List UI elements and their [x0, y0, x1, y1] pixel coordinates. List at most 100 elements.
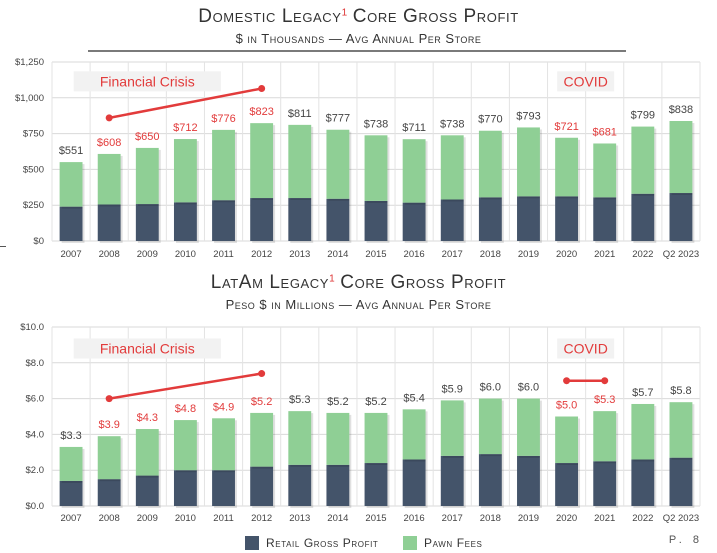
chart2-bar-pawn-2018 [478, 398, 502, 455]
chart1-bar-pawn-2020 [555, 137, 579, 197]
chart2-annotation-dot-end [258, 370, 266, 378]
chart2-category-label: 2015 [365, 513, 386, 524]
chart1-category-label: 2013 [289, 249, 310, 260]
chart2-category-label: 2010 [175, 513, 196, 524]
chart2-y-tick-label: $0.0 [26, 501, 45, 512]
chart2-bar-pawn-2010 [173, 420, 197, 471]
chart1-category-label: 2021 [594, 249, 615, 260]
margin-dash [0, 246, 6, 247]
chart2-bar-pawn-2020 [555, 416, 579, 464]
chart2-total-label: $3.9 [98, 419, 119, 431]
chart1-total-label: $551 [59, 145, 83, 157]
chart1-bar-pawn-2019 [517, 127, 540, 197]
chart2-bar-pawn-2007 [59, 446, 83, 481]
chart2-bar-retail-2010 [173, 470, 197, 506]
chart1-bar-pawn-2021 [593, 143, 617, 198]
chart1-bar-pawn-2014 [326, 129, 350, 199]
chart1-bar-pawn-2012 [250, 123, 274, 199]
chart1-category-label: 2008 [99, 249, 120, 260]
legend-label-retail: Retail Gross Profit [266, 536, 379, 550]
chart1-bar-retail-2016 [402, 202, 426, 241]
chart2-y-tick-label: $6.0 [26, 394, 45, 405]
chart1-y-tick-label: $0 [33, 236, 44, 247]
chart2-total-label: $5.3 [289, 394, 310, 406]
chart1-total-label: $811 [288, 108, 312, 120]
chart1-title-main: Domestic Legacy [198, 6, 342, 27]
chart1-bar-pawn-2009 [135, 147, 159, 205]
chart1-total-label: $738 [364, 118, 388, 130]
chart1-total-label: $608 [97, 137, 121, 149]
chart2-bar-retail-2018 [478, 454, 502, 506]
chart2-bar-pawn-2019 [517, 398, 540, 456]
chart2-bar-retail-2016 [402, 459, 426, 506]
chart2-total-label: $5.0 [556, 400, 577, 412]
legend-swatch-pawn [403, 536, 417, 550]
chart1-annotation-box [557, 71, 615, 92]
chart1-bar-retail-2008 [97, 204, 121, 241]
chart2-total-label: $5.4 [403, 392, 424, 404]
chart2-bar-retail-2021 [593, 461, 617, 506]
chart1-title-rest: Core Gross Profit [352, 6, 519, 27]
chart1-bar-pawn-2010 [173, 139, 197, 203]
chart2-total-label: $5.3 [594, 394, 615, 406]
chart1-annotation-dot-start [105, 114, 113, 122]
chart2-bar-retail-2014 [326, 464, 350, 506]
legend-item-pawn: Pawn Fees [403, 536, 482, 550]
chart2-bar-retail-q2-2023 [669, 457, 693, 506]
chart2-total-label: $4.8 [175, 403, 196, 415]
chart1-annotation-text: Financial Crisis [100, 73, 195, 89]
chart2-bar-pawn-2016 [402, 409, 426, 460]
chart1-total-label: $711 [402, 122, 426, 134]
chart2-total-label: $5.2 [365, 396, 386, 408]
chart1-category-label: 2014 [327, 249, 348, 260]
chart1-subtitle: $ in Thousands — Avg Annual Per Store [235, 31, 482, 46]
chart1-bar-retail-2009 [135, 204, 159, 241]
chart2-bar-retail-2008 [97, 479, 121, 506]
chart2-category-label: 2012 [251, 513, 272, 524]
chart1-category-label: Q2 2023 [663, 249, 699, 260]
chart1-bar-retail-2015 [364, 200, 388, 241]
chart2-category-label: 2014 [327, 513, 348, 524]
chart1-total-label: $823 [249, 106, 273, 118]
chart2-category-label: 2020 [556, 513, 577, 524]
chart2-total-label: $6.0 [518, 382, 539, 394]
chart2-title: LatAm Legacy1 Core Gross Profit [0, 272, 717, 294]
chart2-total-label: $5.2 [327, 396, 348, 408]
chart2-category-label: 2018 [480, 513, 501, 524]
chart2-bar-retail-2012 [250, 466, 274, 506]
chart1-category-label: 2015 [365, 249, 386, 260]
page-number: P. 8 [668, 534, 703, 546]
chart2-category-label: 2016 [404, 513, 425, 524]
chart2-total-label: $5.9 [442, 383, 463, 395]
chart1-bar-pawn-2018 [478, 130, 502, 198]
chart1-y-tick-label: $750 [23, 129, 44, 140]
chart1-total-label: $681 [592, 126, 616, 138]
chart2-total-label: $6.0 [480, 382, 501, 394]
legend-label-pawn: Pawn Fees [424, 536, 483, 550]
chart1-category-label: 2019 [518, 249, 539, 260]
chart2-bar-pawn-2013 [288, 411, 312, 465]
chart2-category-label: 2008 [99, 513, 120, 524]
chart1-bar-retail-2014 [326, 198, 350, 241]
chart2-bar-pawn-2021 [593, 411, 617, 462]
chart1-bar-pawn-2008 [97, 153, 121, 205]
chart2-annotation-box [557, 338, 615, 359]
chart2-bar-retail-2015 [364, 463, 388, 506]
chart1-bar-retail-2012 [250, 198, 274, 241]
chart2-category-label: 2019 [518, 513, 539, 524]
chart2-annotation-line [108, 372, 262, 400]
chart1-category-label: 2011 [213, 249, 233, 260]
chart1-bar-retail-2018 [478, 197, 502, 241]
chart1-bar-retail-2017 [440, 199, 464, 241]
chart1-bar-pawn-2013 [288, 124, 312, 199]
chart2-total-label: $4.9 [213, 401, 234, 413]
legend: Retail Gross Profit Pawn Fees [0, 536, 717, 552]
chart2-title-superscript: 1 [329, 273, 336, 285]
chart1-annotation-box [73, 71, 221, 92]
chart1-bar-retail-2007 [59, 206, 83, 241]
chart1-total-label: $721 [554, 121, 578, 133]
chart1-bar-retail-2013 [288, 198, 312, 241]
chart1-total-label: $793 [516, 110, 540, 122]
chart2-bar-pawn-2012 [250, 412, 274, 467]
chart1-annotation-dot-end [258, 84, 266, 92]
